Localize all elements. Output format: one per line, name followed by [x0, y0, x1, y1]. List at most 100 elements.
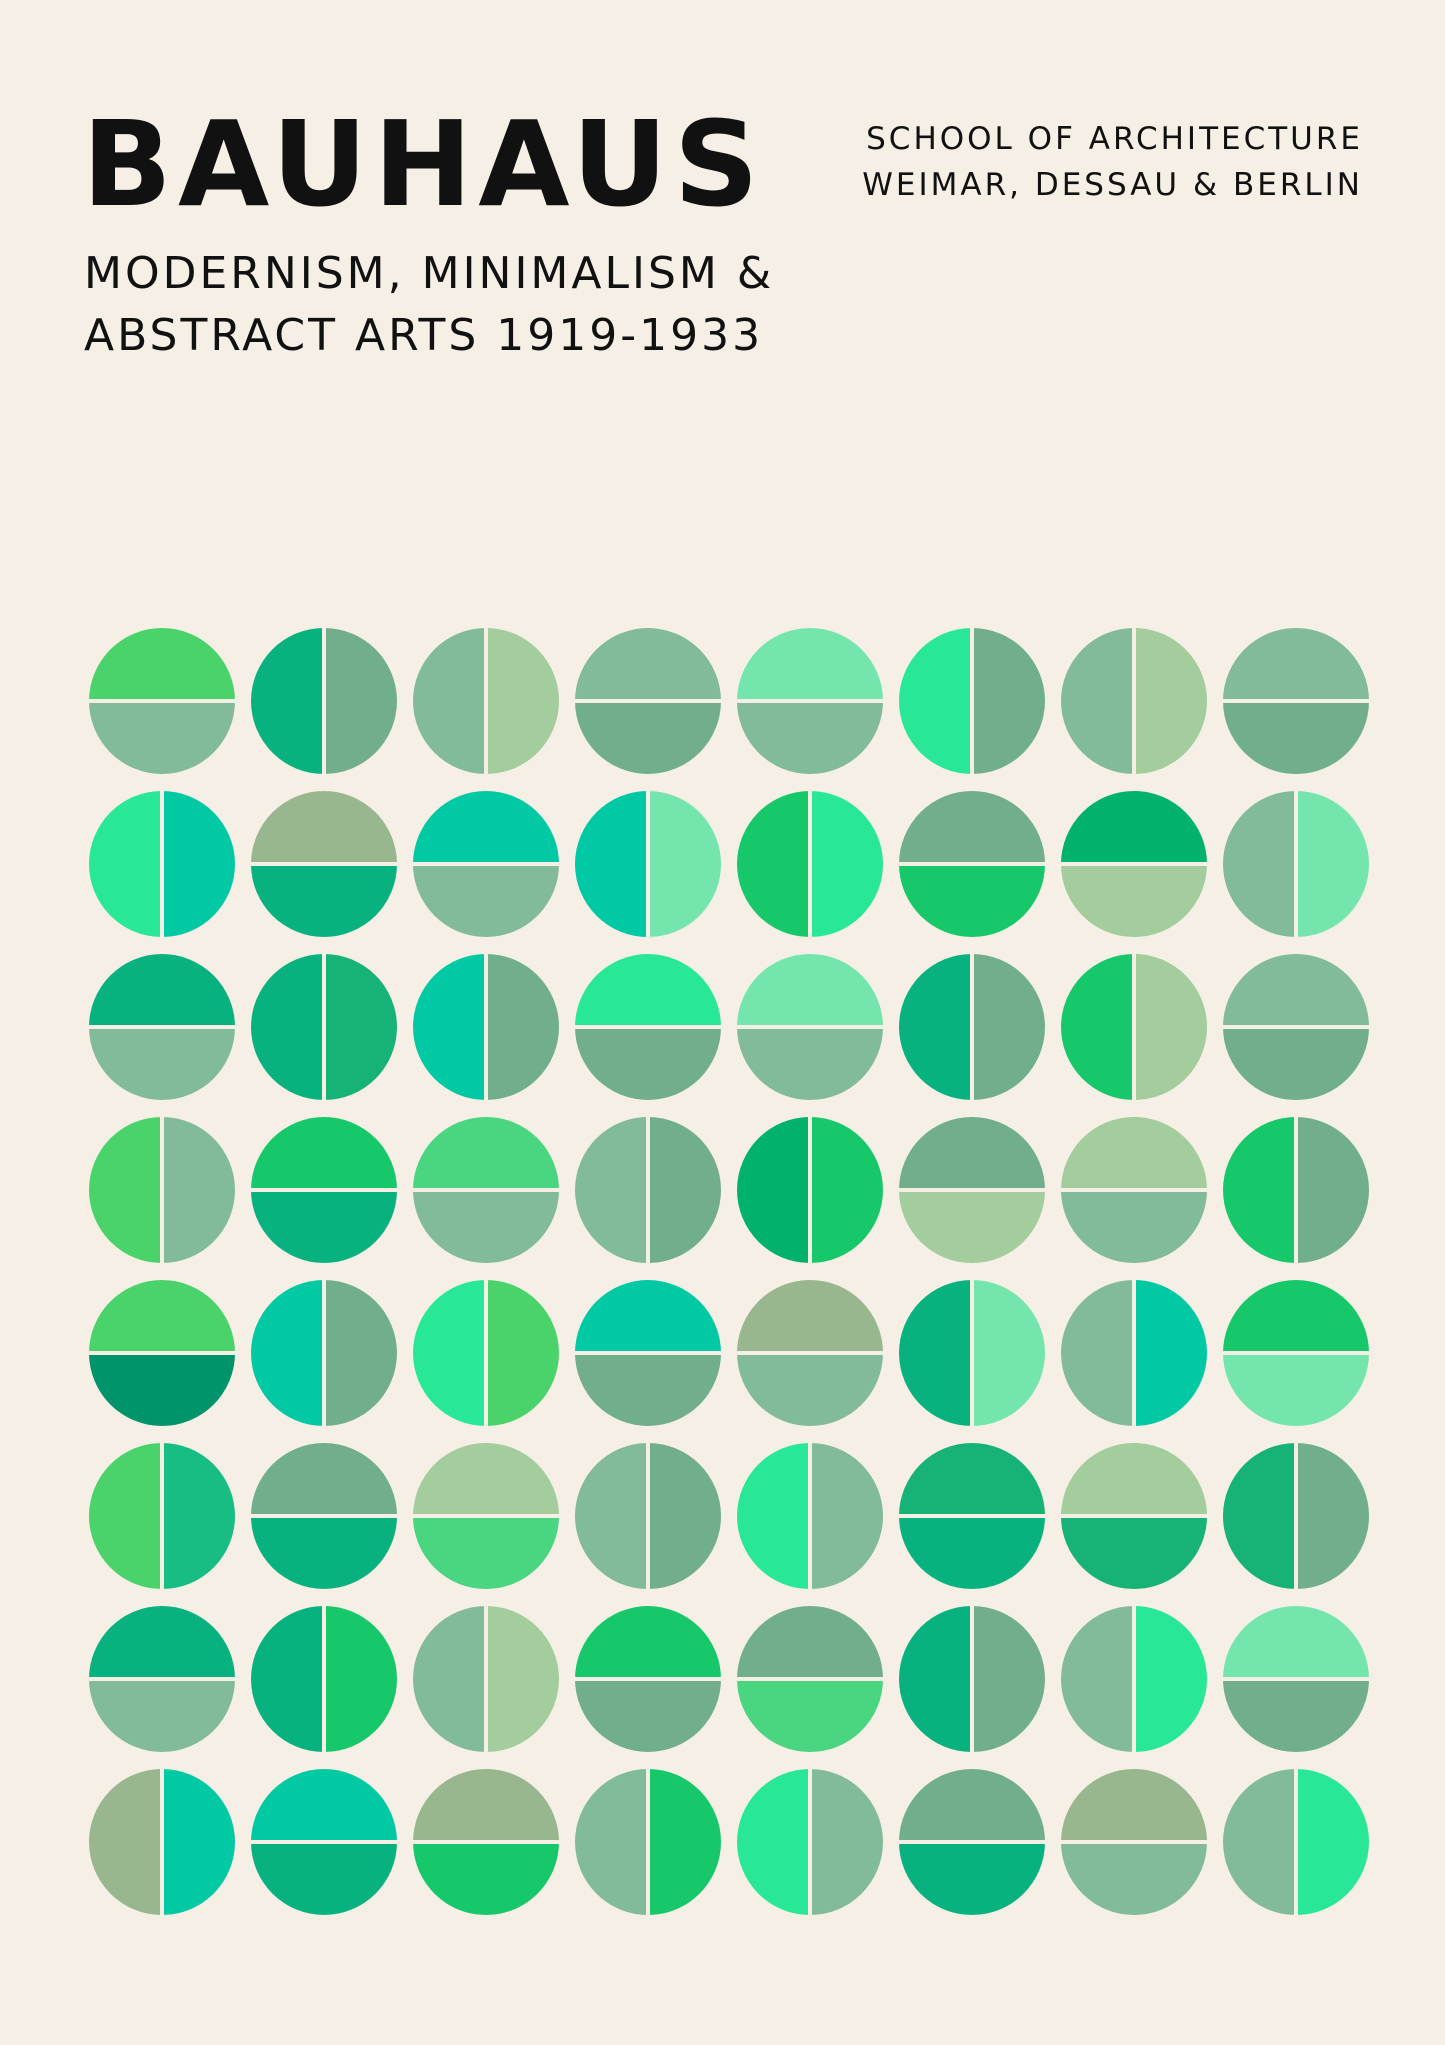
circle-half-b: [162, 1443, 235, 1589]
circle-half-a: [1061, 1280, 1134, 1426]
circle-half-b: [1223, 1027, 1369, 1100]
circle-half-a: [251, 1769, 397, 1842]
circle-half-b: [251, 864, 397, 937]
split-circle: [575, 1606, 721, 1752]
split-circle: [737, 1280, 883, 1426]
circle-half-b: [1134, 628, 1207, 774]
circle-half-a: [413, 1117, 559, 1190]
circle-half-a: [737, 1280, 883, 1353]
circle-half-b: [575, 1679, 721, 1752]
circle-half-b: [737, 701, 883, 774]
split-circle: [89, 1280, 235, 1426]
circle-half-a: [899, 1280, 972, 1426]
circle-half-a: [1223, 628, 1369, 701]
split-circle: [1061, 1606, 1207, 1752]
circle-half-b: [899, 1842, 1045, 1915]
circle-half-b: [89, 1353, 235, 1426]
split-circle: [251, 628, 397, 774]
circle-half-a: [575, 1606, 721, 1679]
circle-half-a: [899, 791, 1045, 864]
split-circle: [1061, 954, 1207, 1100]
school-line-2: WEIMAR, DESSAU & BERLIN: [862, 167, 1363, 203]
circle-half-a: [1223, 1769, 1296, 1915]
circle-half-b: [486, 1606, 559, 1752]
circle-half-a: [89, 1769, 162, 1915]
split-circle: [1223, 1443, 1369, 1589]
split-circle: [413, 1443, 559, 1589]
circle-half-b: [89, 1027, 235, 1100]
split-circle: [737, 1606, 883, 1752]
circle-half-a: [413, 1443, 559, 1516]
circle-half-b: [251, 1190, 397, 1263]
circle-half-b: [486, 1280, 559, 1426]
circle-half-a: [737, 1606, 883, 1679]
split-circle: [89, 1117, 235, 1263]
circle-half-b: [486, 628, 559, 774]
circle-half-a: [899, 1443, 1045, 1516]
split-circle: [899, 1117, 1045, 1263]
split-circle: [1223, 1117, 1369, 1263]
circle-half-a: [1061, 1606, 1134, 1752]
split-circle: [575, 1443, 721, 1589]
split-circle: [89, 1769, 235, 1915]
split-circle: [413, 791, 559, 937]
poster-subtitle: MODERNISM, MINIMALISM & ABSTRACT ARTS 19…: [84, 243, 774, 367]
split-circle: [575, 1280, 721, 1426]
circle-half-a: [1223, 1606, 1369, 1679]
circle-half-a: [1061, 1117, 1207, 1190]
circle-half-a: [1223, 954, 1369, 1027]
split-circle: [251, 1117, 397, 1263]
split-circle: [413, 954, 559, 1100]
subtitle-line-1: MODERNISM, MINIMALISM &: [84, 248, 775, 299]
split-circle: [1061, 1769, 1207, 1915]
circle-half-b: [324, 628, 397, 774]
split-circle: [899, 1606, 1045, 1752]
circle-half-b: [1134, 954, 1207, 1100]
circle-half-b: [413, 864, 559, 937]
circle-half-b: [899, 1516, 1045, 1589]
split-circle: [1223, 1606, 1369, 1752]
circle-half-b: [575, 1353, 721, 1426]
circle-half-b: [1296, 791, 1369, 937]
circle-half-a: [89, 791, 162, 937]
circle-half-a: [1223, 791, 1296, 937]
circle-half-a: [899, 1117, 1045, 1190]
circle-half-b: [972, 954, 1045, 1100]
circle-half-a: [251, 1443, 397, 1516]
circle-half-b: [1061, 1516, 1207, 1589]
circle-half-a: [899, 954, 972, 1100]
circle-half-b: [972, 1280, 1045, 1426]
circle-half-a: [89, 1443, 162, 1589]
circle-half-a: [575, 1769, 648, 1915]
split-circle: [251, 954, 397, 1100]
split-circle: [899, 791, 1045, 937]
circle-half-a: [737, 1117, 810, 1263]
circle-half-b: [1223, 701, 1369, 774]
circle-half-a: [413, 1769, 559, 1842]
circle-half-a: [575, 1117, 648, 1263]
split-circle: [413, 628, 559, 774]
circle-half-a: [1223, 1280, 1369, 1353]
split-circle: [575, 628, 721, 774]
circle-half-a: [89, 628, 235, 701]
circle-half-a: [1223, 1443, 1296, 1589]
circle-half-b: [1296, 1117, 1369, 1263]
split-circle: [737, 791, 883, 937]
circle-half-b: [1223, 1679, 1369, 1752]
split-circle: [89, 628, 235, 774]
circle-half-b: [648, 1117, 721, 1263]
circle-half-b: [737, 1353, 883, 1426]
circle-half-b: [1223, 1353, 1369, 1426]
split-circle: [737, 1117, 883, 1263]
circle-half-b: [899, 1190, 1045, 1263]
circle-half-b: [162, 791, 235, 937]
circle-half-b: [1061, 1190, 1207, 1263]
circle-half-a: [1061, 1769, 1207, 1842]
circle-half-a: [737, 1769, 810, 1915]
split-circle: [1061, 1443, 1207, 1589]
circle-half-a: [251, 628, 324, 774]
split-circle: [89, 954, 235, 1100]
circle-half-a: [251, 791, 397, 864]
circle-half-b: [324, 954, 397, 1100]
subtitle-line-2: ABSTRACT ARTS 1919-1933: [84, 310, 764, 361]
